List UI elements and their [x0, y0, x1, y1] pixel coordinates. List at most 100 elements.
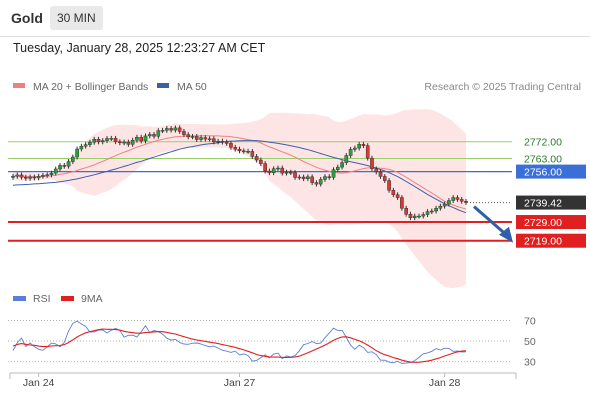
instrument-title: Gold: [11, 10, 43, 26]
forecast-arrow-head: [499, 226, 513, 243]
candle-body: [348, 149, 353, 156]
candle-body: [212, 138, 216, 143]
candle-body: [203, 137, 208, 140]
legend-label-1: MA 50: [177, 81, 207, 93]
candle-body: [186, 134, 191, 138]
level-label-2: 2756.00: [524, 167, 562, 179]
candle-body: [229, 143, 233, 148]
candle-body: [430, 210, 434, 213]
candle-body: [310, 176, 314, 183]
rsi-legend-label-0: RSI: [33, 293, 51, 305]
level-label-0: 2772.00: [524, 137, 562, 149]
candle-body: [417, 215, 421, 218]
candle-body: [152, 134, 156, 137]
candle-body: [165, 128, 169, 131]
candle-body: [383, 176, 387, 181]
candle-body: [447, 200, 451, 205]
candle-body: [143, 135, 148, 142]
candle-body: [122, 141, 126, 144]
rsi-legend-swatch-0: [13, 296, 26, 301]
candle-body: [421, 214, 426, 217]
rsi-legend-swatch-1: [61, 296, 74, 301]
candle-body: [259, 159, 263, 164]
candle-body: [113, 138, 118, 142]
candle-body: [280, 167, 285, 174]
candle-body: [391, 190, 396, 195]
candle-body: [220, 140, 225, 143]
legend-label-0: MA 20 + Bollinger Bands: [33, 81, 148, 93]
candle-body: [88, 142, 92, 145]
candle-body: [19, 174, 24, 178]
candle-body: [395, 194, 400, 198]
x-tick-label-1: Jan 27: [224, 377, 256, 389]
candle-body: [105, 138, 109, 141]
candle-body: [66, 161, 71, 167]
candle-body: [177, 127, 182, 132]
timeframe-badge[interactable]: 30 MIN: [50, 6, 103, 30]
candle-body: [314, 182, 319, 185]
candle-body: [15, 174, 20, 177]
candle-body: [378, 171, 383, 177]
candle-body: [267, 170, 272, 173]
candle-body: [173, 127, 178, 131]
candle-body: [96, 139, 101, 143]
candle-body: [288, 171, 293, 174]
rsi-ma-line: [12, 328, 467, 363]
candle-body: [293, 172, 297, 178]
candle-body: [169, 128, 173, 131]
candle-body: [75, 148, 79, 158]
candle-body: [190, 136, 195, 138]
candle-body: [370, 157, 374, 169]
candle-body: [284, 171, 289, 174]
candle-body: [425, 211, 430, 215]
candle-body: [438, 205, 443, 209]
candle-body: [28, 176, 32, 179]
candle-body: [71, 156, 75, 162]
candle-body: [297, 176, 302, 179]
forecast-arrow-shaft: [473, 205, 505, 234]
header-divider: [0, 36, 590, 37]
candle-body: [100, 140, 105, 143]
candle-body: [434, 208, 438, 212]
candle-body: [301, 176, 306, 179]
candle-body: [271, 168, 276, 173]
candle-body: [83, 144, 88, 147]
candle-body: [11, 176, 15, 178]
level-label-5: 2719.00: [524, 236, 562, 248]
legend-swatch-0: [13, 83, 25, 88]
candle-body: [49, 172, 54, 175]
candle-body: [455, 197, 460, 200]
candle-body: [32, 176, 37, 179]
candle-body: [139, 137, 144, 142]
candle-body: [207, 138, 212, 140]
candle-body: [263, 163, 267, 172]
candle-body: [246, 151, 250, 153]
candle-body: [344, 155, 349, 163]
candle-body: [387, 180, 391, 191]
candle-body: [374, 168, 379, 173]
level-label-4: 2729.00: [524, 217, 562, 229]
candle-body: [464, 201, 468, 203]
candle-body: [58, 165, 62, 170]
candle-body: [361, 144, 366, 146]
candle-body: [160, 130, 165, 132]
candle-body: [276, 167, 280, 170]
candle-body: [254, 156, 259, 161]
candle-body: [408, 213, 413, 218]
level-label-box-4: [516, 215, 586, 230]
candle-body: [36, 176, 41, 179]
level-label-box-2: [516, 164, 586, 179]
candle-body: [237, 148, 242, 152]
candle-body: [335, 166, 340, 170]
candle-body: [331, 169, 336, 178]
candle-body: [353, 147, 357, 150]
rsi-line: [12, 320, 467, 364]
candle-body: [323, 176, 327, 180]
header-bar: Gold 30 MIN: [0, 0, 590, 36]
candle-body: [130, 140, 135, 145]
candle-body: [182, 131, 186, 135]
ma20-line: [12, 135, 467, 210]
rsi-legend-label-1: 9MA: [81, 293, 103, 305]
